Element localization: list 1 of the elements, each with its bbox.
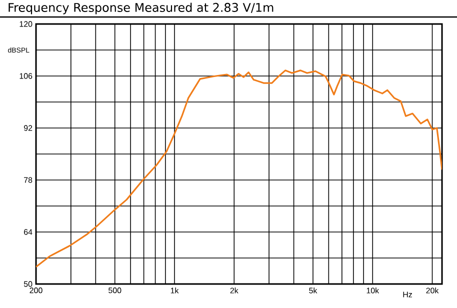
chart-title: Frequency Response Measured at 2.83 V/1m: [8, 2, 274, 14]
